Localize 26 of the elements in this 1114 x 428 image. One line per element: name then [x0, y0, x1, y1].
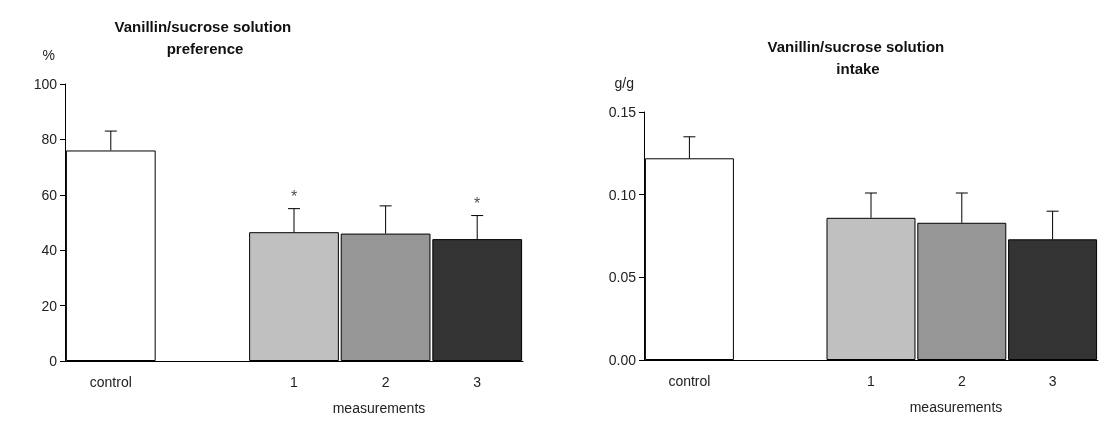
- y-tick-label: 40: [41, 242, 58, 259]
- x-axis-title: measurements: [332, 400, 426, 416]
- y-axis-title: g/g: [614, 75, 634, 91]
- x-tick-label: 2: [957, 373, 966, 389]
- y-tick-label: 100: [33, 76, 58, 92]
- y-tick-label: 0.00: [608, 352, 637, 368]
- y-tick-label: 60: [41, 186, 58, 203]
- x-tick-label: 3: [473, 374, 482, 390]
- x-tick-label: control: [89, 374, 132, 390]
- x-tick-label: 2: [381, 374, 390, 390]
- chart-title: Vanillin/sucrose solution intake: [767, 37, 949, 77]
- y-tick-label: 20: [41, 297, 58, 314]
- y-tick-label: 0.10: [608, 186, 637, 203]
- x-tick-label: 1: [867, 373, 876, 389]
- y-tick-label: 0.05: [608, 269, 637, 286]
- chart-title: Vanillin/sucrose solution preference: [114, 17, 296, 57]
- x-tick-label: 3: [1048, 373, 1057, 389]
- x-tick-label: 1: [290, 374, 299, 390]
- y-tick-label: 0.15: [608, 104, 637, 120]
- x-tick-label: control: [668, 373, 711, 389]
- y-tick-label: 80: [41, 131, 58, 148]
- annotation: *: [474, 195, 481, 213]
- y-axis-title: %: [42, 47, 55, 63]
- x-axis-title: measurements: [909, 399, 1003, 415]
- y-tick-label: 0: [49, 353, 58, 369]
- annotation: *: [290, 188, 298, 206]
